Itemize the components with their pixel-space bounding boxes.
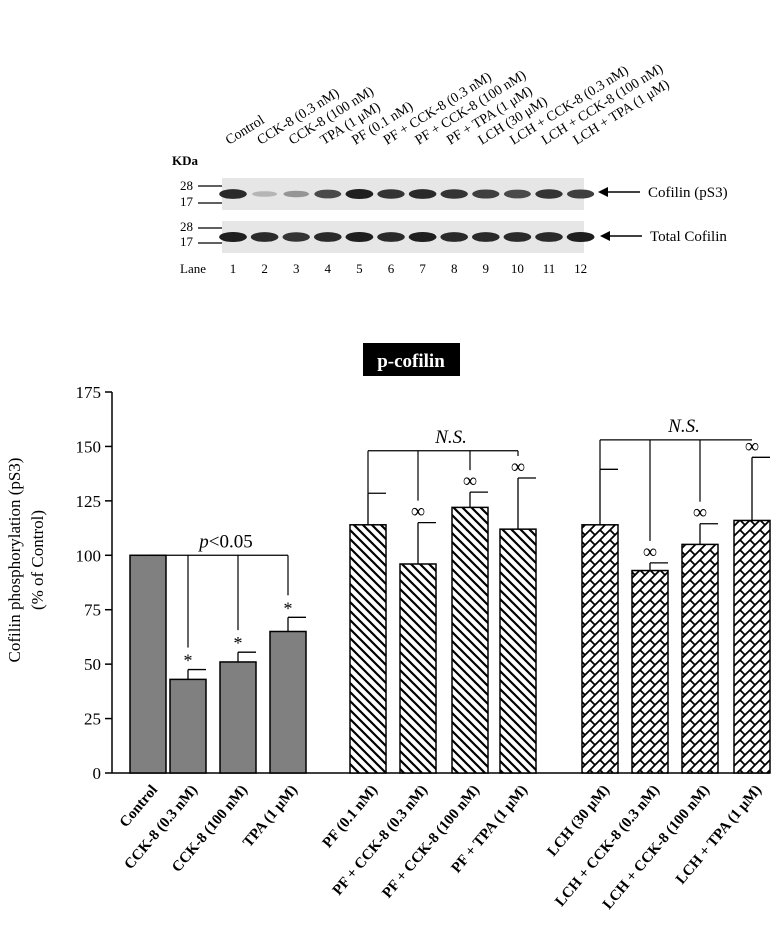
lane-number: 7 — [419, 261, 426, 276]
lane-number: 8 — [451, 261, 458, 276]
y-axis-label-line1: Cofilin phosphorylation (pS3) — [5, 458, 24, 663]
bar-10 — [631, 569, 669, 774]
y-tick-label: 100 — [76, 546, 102, 565]
bar-chart: p-cofilin Cofilin phosphorylation (pS3) … — [5, 343, 771, 913]
group-annotation: N.S. — [434, 427, 467, 448]
y-tick-label: 150 — [76, 437, 102, 456]
lane-number: 2 — [261, 261, 268, 276]
y-tick-label: 175 — [76, 383, 102, 402]
band-total-lane-11 — [535, 232, 563, 242]
y-tick-label: 75 — [84, 601, 101, 620]
blot-bands — [219, 188, 595, 243]
bars: * * * ∞ ∞ ∞ ∞ ∞ ∞ — [129, 435, 771, 774]
band-phospho-lane-11 — [535, 189, 563, 199]
chart-title-box — [363, 343, 460, 376]
row-label-phospho: Cofilin (pS3) — [648, 185, 728, 201]
y-ticks: 0 25 50 75 100 125 150 175 — [76, 383, 112, 783]
not-significant-infinity-mark: ∞ — [643, 541, 657, 563]
bar-7 — [451, 506, 489, 774]
bar-2 — [169, 678, 207, 774]
lane-numbers: 1 2 3 4 5 6 7 8 9 10 11 12 — [230, 261, 587, 276]
band-total-lane-5 — [345, 231, 374, 243]
band-total-lane-4 — [314, 232, 342, 242]
bar-11 — [681, 543, 719, 774]
band-phospho-lane-6 — [377, 189, 405, 199]
band-total-lane-1 — [219, 231, 247, 243]
band-phospho-lane-3 — [283, 190, 310, 198]
lane-number: 1 — [230, 261, 237, 276]
y-tick-label: 0 — [93, 764, 102, 783]
band-phospho-lane-1 — [219, 189, 247, 199]
not-significant-infinity-mark: ∞ — [511, 456, 525, 478]
band-total-lane-8 — [440, 232, 469, 242]
bar-3 — [219, 661, 257, 774]
x-tick-label: PF + CCK-8 (100 nM) — [379, 782, 483, 901]
band-total-lane-10 — [503, 232, 532, 242]
lane-word: Lane — [180, 261, 206, 276]
band-phospho-lane-2 — [252, 191, 278, 197]
significance-asterisk: * — [234, 633, 243, 653]
chart-title: p-cofilin — [377, 351, 445, 372]
y-tick-label: 25 — [84, 710, 101, 729]
bar-8 — [499, 528, 537, 774]
lane-number: 11 — [543, 261, 556, 276]
band-phospho-lane-5 — [345, 188, 374, 200]
bar-4 — [269, 630, 307, 774]
bar-9 — [581, 524, 619, 774]
marker-28-top: 28 — [180, 178, 193, 193]
bar-1 — [129, 554, 167, 774]
row-label-total: Total Cofilin — [650, 229, 727, 245]
bar-6 — [399, 563, 437, 774]
significance-annotations: p<0.05 N.S. N.S. — [148, 416, 752, 648]
band-total-lane-9 — [472, 232, 500, 242]
significance-asterisk: * — [284, 598, 293, 618]
marker-17-top: 17 — [180, 194, 194, 209]
band-phospho-lane-9 — [472, 189, 500, 199]
marker-17-bottom: 17 — [180, 234, 194, 249]
not-significant-infinity-mark: ∞ — [463, 470, 477, 492]
group-annotation: N.S. — [667, 416, 700, 437]
lane-number: 10 — [511, 261, 524, 276]
not-significant-infinity-mark: ∞ — [745, 435, 759, 457]
lane-number: 6 — [388, 261, 395, 276]
x-tick-label: PF + CCK-8 (0.3 nM) — [330, 782, 431, 898]
group-annotation: p<0.05 — [197, 531, 252, 552]
significance-asterisk: * — [184, 651, 193, 671]
y-axis-label-line2: (% of Control) — [28, 510, 47, 610]
y-tick-label: 50 — [84, 655, 101, 674]
band-phospho-lane-4 — [314, 189, 342, 199]
lane-number: 9 — [483, 261, 490, 276]
bar-12 — [733, 519, 771, 774]
band-phospho-lane-12 — [567, 189, 595, 199]
band-total-lane-7 — [408, 231, 437, 243]
left-arrow-icon — [598, 187, 608, 197]
not-significant-infinity-mark: ∞ — [411, 501, 425, 523]
band-total-lane-3 — [282, 232, 310, 242]
marker-28-bottom: 28 — [180, 219, 193, 234]
lane-number: 12 — [574, 261, 587, 276]
lane-number: 4 — [325, 261, 332, 276]
band-total-lane-6 — [377, 232, 405, 242]
band-phospho-lane-10 — [503, 189, 531, 199]
band-phospho-lane-8 — [440, 189, 468, 199]
band-total-lane-12 — [566, 231, 595, 243]
left-arrow-icon — [600, 231, 610, 241]
band-total-lane-2 — [250, 232, 279, 242]
not-significant-infinity-mark: ∞ — [693, 502, 707, 524]
lane-number: 3 — [293, 261, 300, 276]
y-tick-label: 125 — [76, 492, 102, 511]
bar-5 — [349, 524, 387, 774]
lane-number: 5 — [356, 261, 363, 276]
band-phospho-lane-7 — [408, 189, 437, 199]
kda-label: KDa — [172, 153, 199, 168]
